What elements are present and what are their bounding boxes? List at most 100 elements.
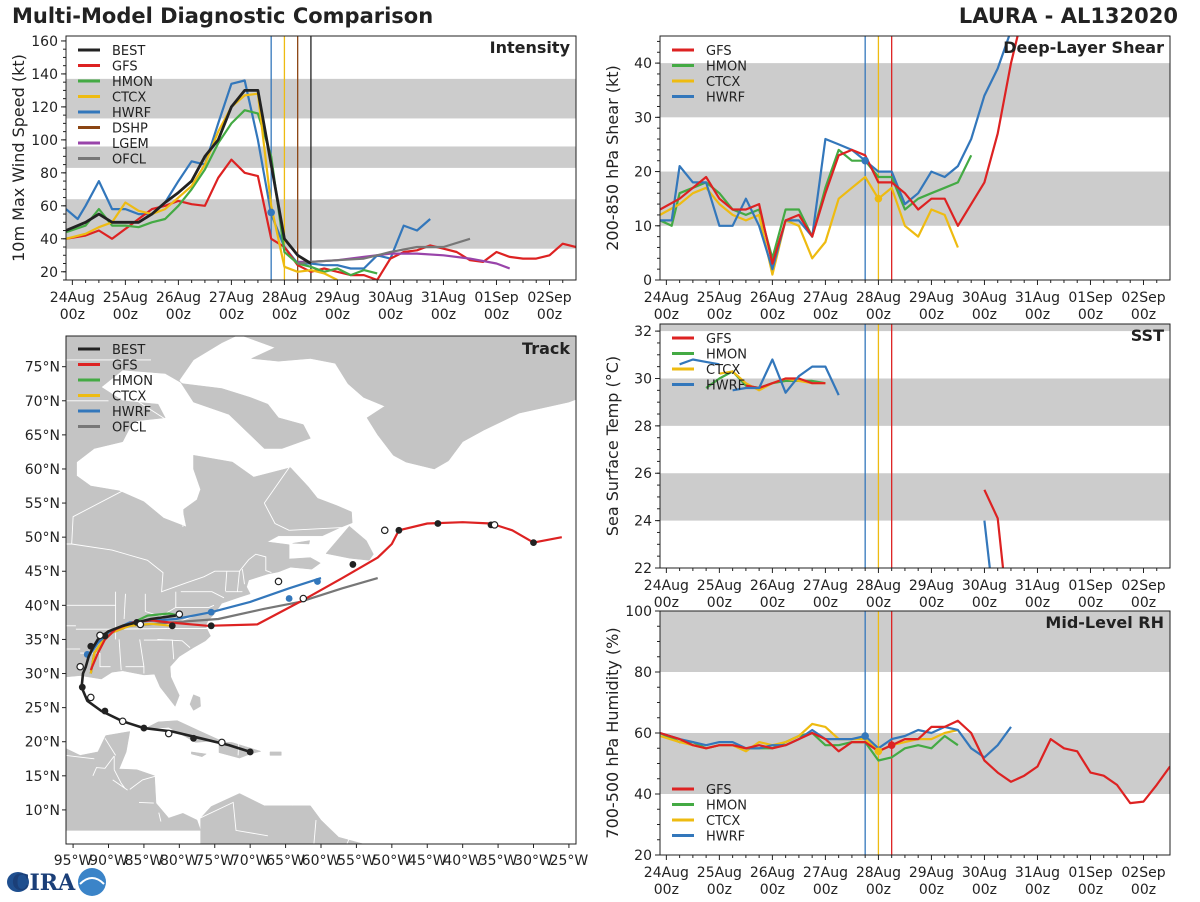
track-position-best — [246, 748, 254, 756]
shear-marker — [874, 194, 883, 203]
track-lon-label: 60°W — [302, 853, 341, 869]
track-legend-label: GFS — [112, 359, 138, 374]
sst-xtick-hour: 00z — [760, 595, 785, 611]
rh-xtick-hour: 00z — [760, 882, 785, 898]
intensity-xtick-hour: 00z — [484, 307, 509, 323]
intensity-xtick-day: 30Aug — [368, 290, 413, 306]
sst-xtick-hour: 00z — [919, 595, 944, 611]
intensity-ytick-label: 100 — [31, 133, 58, 149]
sst-xtick-hour: 00z — [1025, 595, 1050, 611]
track-lat-label: 70°N — [25, 394, 60, 410]
track-legend-label: CTCX — [112, 390, 146, 405]
shear-xtick-day: 27Aug — [803, 290, 848, 306]
sst-band — [660, 324, 1170, 332]
track-position-open — [96, 631, 104, 640]
sst-xtick-day: 31Aug — [1015, 578, 1060, 594]
rh-xtick-hour: 00z — [1078, 882, 1103, 898]
rh-xtick-day: 25Aug — [697, 865, 742, 881]
shear-legend-label: HMON — [706, 60, 747, 75]
track-lat-label: 75°N — [25, 360, 60, 376]
track-lon-label: 45°W — [408, 853, 447, 869]
shear-legend-label: CTCX — [706, 75, 740, 90]
shear-series-gfs — [660, 36, 1019, 265]
track-border — [346, 838, 350, 844]
rh-ylabel: 700-500 hPa Humidity (%) — [603, 627, 622, 838]
track-border — [123, 593, 126, 620]
intensity-ytick-label: 80 — [40, 166, 58, 182]
storm-name: LAURA - AL132020 — [958, 4, 1178, 28]
intensity-xtick-hour: 00z — [431, 307, 456, 323]
sst-series-hwrf — [983, 520, 991, 568]
rh-xtick-day: 01Sep — [1068, 865, 1112, 881]
track-land — [191, 751, 207, 757]
intensity-series-hmon — [66, 109, 378, 277]
intensity-legend-label: BEST — [112, 44, 145, 59]
track-position-best — [190, 734, 197, 742]
track-lon-label: 85°W — [125, 853, 164, 869]
rh-marker — [887, 741, 896, 749]
shear-xtick-day: 25Aug — [697, 290, 742, 306]
track-lon-label: 55°W — [337, 853, 376, 869]
track-legend-label: HWRF — [112, 405, 151, 420]
track-position-gfs — [349, 561, 357, 568]
intensity-xtick-day: 27Aug — [209, 290, 254, 306]
track-legend-label: HMON — [112, 374, 153, 389]
track-lon-label: 30°W — [514, 853, 553, 869]
intensity-xtick-day: 28Aug — [262, 290, 307, 306]
intensity-xtick-hour: 00z — [219, 307, 244, 323]
track-position-gfs — [530, 539, 537, 547]
track-land — [269, 751, 282, 756]
track-lat-label: 10°N — [25, 803, 60, 819]
track-position-open — [380, 526, 389, 535]
logo-seal-icon — [78, 868, 106, 896]
track-position-hwrf — [314, 578, 321, 585]
track-position-best — [101, 707, 109, 715]
track-lon-label: 25°W — [550, 853, 589, 869]
sst-legend-label: HMON — [706, 348, 747, 363]
intensity-xtick-day: 02Sep — [527, 290, 571, 306]
sst-plot-area — [660, 324, 1170, 568]
sst-legend-label: CTCX — [706, 363, 740, 378]
intensity-xtick-hour: 00z — [60, 307, 85, 323]
track-border — [66, 727, 95, 739]
intensity-xtick-hour: 00z — [378, 307, 403, 323]
track-position-open — [218, 738, 226, 747]
track-land — [189, 694, 201, 711]
track-lon-label: 50°W — [372, 853, 411, 869]
sst-xtick-hour: 00z — [972, 595, 997, 611]
shear-marker — [861, 156, 869, 165]
rh-xtick-hour: 00z — [1025, 882, 1050, 898]
logo-seal-wave — [79, 877, 105, 885]
track-land — [144, 720, 222, 743]
track-border — [263, 502, 290, 531]
intensity-series-ofcl — [297, 237, 471, 265]
rh-xtick-day: 30Aug — [962, 865, 1007, 881]
shear-legend-label: HWRF — [706, 91, 745, 106]
track-position-open — [136, 620, 145, 629]
rh-xtick-hour: 00z — [707, 882, 732, 898]
intensity-ytick-label: 60 — [40, 199, 58, 215]
track-border — [129, 775, 157, 790]
track-lon-label: 65°W — [266, 853, 305, 869]
intensity-ytick-label: 160 — [31, 34, 58, 50]
track-land — [66, 700, 201, 831]
sst-xtick-hour: 00z — [707, 595, 732, 611]
track-border — [104, 738, 116, 756]
sst-xtick-day: 01Sep — [1068, 578, 1112, 594]
track-border — [138, 801, 154, 804]
intensity-xtick-day: 29Aug — [315, 290, 360, 306]
shear-series-ctcx — [660, 175, 959, 276]
track-land — [292, 540, 311, 545]
shear-xtick-hour: 00z — [1078, 307, 1103, 323]
intensity-panel-title: Intensity — [490, 38, 571, 57]
rh-xtick-hour: 00z — [1131, 882, 1156, 898]
track-border — [224, 571, 228, 592]
sst-ytick-label: 28 — [634, 419, 652, 435]
shear-ytick-label: 30 — [634, 110, 652, 126]
shear-xtick-hour: 00z — [813, 307, 838, 323]
sst-xtick-day: 30Aug — [962, 578, 1007, 594]
track-lat-label: 65°N — [25, 428, 60, 444]
track-line-best — [80, 614, 251, 754]
intensity-legend-label: OFCL — [112, 153, 147, 168]
track-lat-label: 15°N — [25, 769, 60, 785]
